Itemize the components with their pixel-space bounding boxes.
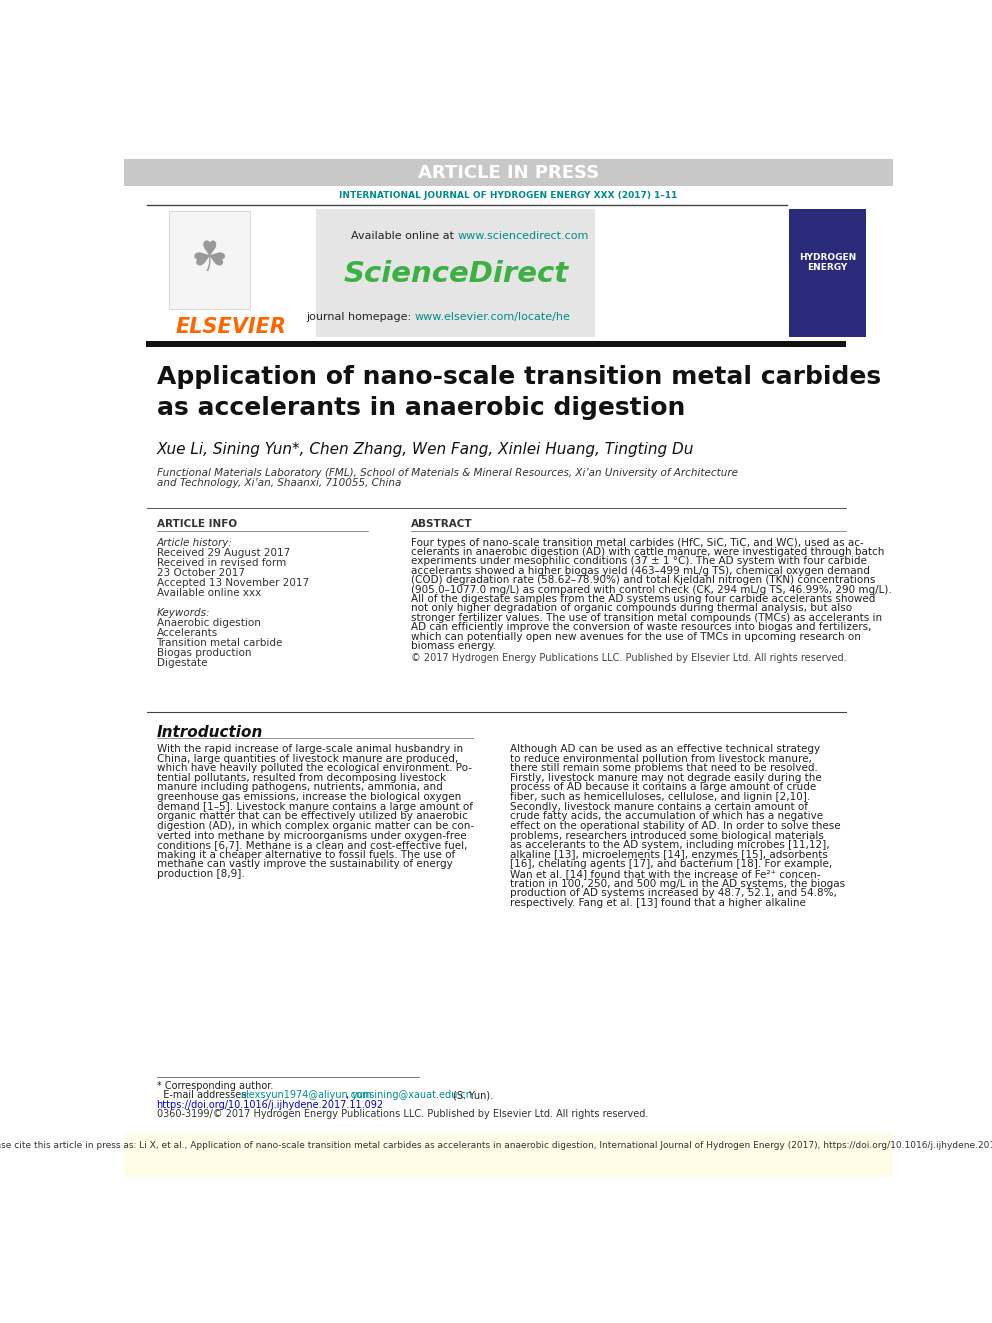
Text: Received 29 August 2017: Received 29 August 2017 bbox=[157, 548, 290, 557]
Text: ☘: ☘ bbox=[190, 238, 228, 280]
Text: Biogas production: Biogas production bbox=[157, 648, 251, 659]
Text: Functional Materials Laboratory (FML), School of Materials & Mineral Resources, : Functional Materials Laboratory (FML), S… bbox=[157, 468, 737, 479]
Text: Digestate: Digestate bbox=[157, 659, 207, 668]
Text: HYDROGEN
ENERGY: HYDROGEN ENERGY bbox=[800, 253, 856, 273]
Text: effect on the operational stability of AD. In order to solve these: effect on the operational stability of A… bbox=[510, 822, 840, 831]
Text: (905.0–1077.0 mg/L) as compared with control check (CK, 294 mL/g TS, 46.99%, 290: (905.0–1077.0 mg/L) as compared with con… bbox=[411, 585, 892, 594]
Text: Transition metal carbide: Transition metal carbide bbox=[157, 639, 283, 648]
Text: yunsining@xauat.edu.cn: yunsining@xauat.edu.cn bbox=[352, 1090, 473, 1101]
Text: Xue Li, Sining Yun*, Chen Zhang, Wen Fang, Xinlei Huang, Tingting Du: Xue Li, Sining Yun*, Chen Zhang, Wen Fan… bbox=[157, 442, 694, 458]
Text: Anaerobic digestion: Anaerobic digestion bbox=[157, 618, 261, 628]
Text: tential pollutants, resulted from decomposing livestock: tential pollutants, resulted from decomp… bbox=[157, 773, 445, 783]
Text: ABSTRACT: ABSTRACT bbox=[411, 519, 472, 529]
Text: conditions [6,7]. Methane is a clean and cost-effective fuel,: conditions [6,7]. Methane is a clean and… bbox=[157, 840, 467, 851]
Text: alkaline [13], microelements [14], enzymes [15], adsorbents: alkaline [13], microelements [14], enzym… bbox=[510, 849, 828, 860]
Text: Firstly, livestock manure may not degrade easily during the: Firstly, livestock manure may not degrad… bbox=[510, 773, 821, 783]
Text: problems, researchers introduced some biological materials: problems, researchers introduced some bi… bbox=[510, 831, 823, 840]
Text: 0360-3199/© 2017 Hydrogen Energy Publications LLC. Published by Elsevier Ltd. Al: 0360-3199/© 2017 Hydrogen Energy Publica… bbox=[157, 1109, 648, 1119]
Text: as accelerants to the AD system, including microbes [11,12],: as accelerants to the AD system, includi… bbox=[510, 840, 829, 851]
Text: Introduction: Introduction bbox=[157, 725, 263, 740]
Text: there still remain some problems that need to be resolved.: there still remain some problems that ne… bbox=[510, 763, 817, 773]
Text: greenhouse gas emissions, increase the biological oxygen: greenhouse gas emissions, increase the b… bbox=[157, 792, 461, 802]
Text: crude fatty acids, the accumulation of which has a negative: crude fatty acids, the accumulation of w… bbox=[510, 811, 823, 822]
Text: and Technology, Xi’an, Shaanxi, 710055, China: and Technology, Xi’an, Shaanxi, 710055, … bbox=[157, 479, 401, 488]
Text: www.sciencedirect.com: www.sciencedirect.com bbox=[457, 230, 588, 241]
Text: Please cite this article in press as: Li X, et al., Application of nano-scale tr: Please cite this article in press as: Li… bbox=[0, 1142, 992, 1151]
Text: digestion (AD), in which complex organic matter can be con-: digestion (AD), in which complex organic… bbox=[157, 822, 473, 831]
Text: Available online xxx: Available online xxx bbox=[157, 587, 261, 598]
Text: Although AD can be used as an effective technical strategy: Although AD can be used as an effective … bbox=[510, 744, 820, 754]
Text: demand [1–5]. Livestock manure contains a large amount of: demand [1–5]. Livestock manure contains … bbox=[157, 802, 472, 812]
Text: * Corresponding author.: * Corresponding author. bbox=[157, 1081, 273, 1091]
Text: All of the digestate samples from the AD systems using four carbide accelerants : All of the digestate samples from the AD… bbox=[411, 594, 875, 605]
Text: manure including pathogens, nutrients, ammonia, and: manure including pathogens, nutrients, a… bbox=[157, 782, 442, 792]
Text: as accelerants in anaerobic digestion: as accelerants in anaerobic digestion bbox=[157, 396, 684, 419]
Text: verted into methane by microorganisms under oxygen-free: verted into methane by microorganisms un… bbox=[157, 831, 466, 840]
Text: Available online at: Available online at bbox=[351, 230, 457, 241]
Text: Accepted 13 November 2017: Accepted 13 November 2017 bbox=[157, 578, 309, 587]
Text: methane can vastly improve the sustainability of energy: methane can vastly improve the sustainab… bbox=[157, 860, 452, 869]
Text: respectively. Fang et al. [13] found that a higher alkaline: respectively. Fang et al. [13] found tha… bbox=[510, 898, 806, 908]
Text: Keywords:: Keywords: bbox=[157, 609, 210, 618]
Text: production [8,9].: production [8,9]. bbox=[157, 869, 244, 878]
Text: Wan et al. [14] found that with the increase of Fe²⁺ concen-: Wan et al. [14] found that with the incr… bbox=[510, 869, 820, 878]
Text: organic matter that can be effectively utilized by anaerobic: organic matter that can be effectively u… bbox=[157, 811, 467, 822]
Text: Four types of nano-scale transition metal carbides (HfC, SiC, TiC, and WC), used: Four types of nano-scale transition meta… bbox=[411, 537, 863, 548]
Text: ARTICLE IN PRESS: ARTICLE IN PRESS bbox=[418, 164, 599, 181]
Bar bbox=[146, 341, 846, 347]
Text: which can potentially open new avenues for the use of TMCs in upcoming research : which can potentially open new avenues f… bbox=[411, 631, 861, 642]
Text: (S. Yun).: (S. Yun). bbox=[452, 1090, 493, 1101]
Bar bbox=[169, 212, 250, 308]
Text: E-mail addresses:: E-mail addresses: bbox=[157, 1090, 252, 1101]
Text: AD can efficiently improve the conversion of waste resources into biogas and fer: AD can efficiently improve the conversio… bbox=[411, 622, 871, 632]
Text: Application of nano-scale transition metal carbides: Application of nano-scale transition met… bbox=[157, 365, 881, 389]
Text: not only higher degradation of organic compounds during thermal analysis, but al: not only higher degradation of organic c… bbox=[411, 603, 852, 614]
Text: www.elsevier.com/locate/he: www.elsevier.com/locate/he bbox=[415, 312, 570, 321]
Text: making it a cheaper alternative to fossil fuels. The use of: making it a cheaper alternative to fossi… bbox=[157, 849, 454, 860]
Text: Secondly, livestock manure contains a certain amount of: Secondly, livestock manure contains a ce… bbox=[510, 802, 807, 812]
Text: to reduce environmental pollution from livestock manure,: to reduce environmental pollution from l… bbox=[510, 754, 811, 763]
Bar bbox=[124, 159, 893, 187]
Text: [16], chelating agents [17], and bacterium [18]. For example,: [16], chelating agents [17], and bacteri… bbox=[510, 860, 832, 869]
Text: which have heavily polluted the ecological environment. Po-: which have heavily polluted the ecologic… bbox=[157, 763, 471, 773]
Text: ELSEVIER: ELSEVIER bbox=[176, 316, 287, 336]
Text: process of AD because it contains a large amount of crude: process of AD because it contains a larg… bbox=[510, 782, 816, 792]
Text: ARTICLE INFO: ARTICLE INFO bbox=[157, 519, 237, 529]
Text: 23 October 2017: 23 October 2017 bbox=[157, 568, 245, 578]
Text: Accelerants: Accelerants bbox=[157, 628, 218, 639]
Text: (COD) degradation rate (58.62–78.90%) and total Kjeldahl nitrogen (TKN) concentr: (COD) degradation rate (58.62–78.90%) an… bbox=[411, 576, 875, 585]
Text: celerants in anaerobic digestion (AD) with cattle manure, were investigated thro: celerants in anaerobic digestion (AD) wi… bbox=[411, 546, 884, 557]
Text: Received in revised form: Received in revised form bbox=[157, 557, 286, 568]
Text: alexsyun1974@aliyun.com: alexsyun1974@aliyun.com bbox=[240, 1090, 372, 1101]
Bar bbox=[789, 209, 866, 337]
Text: journal homepage:: journal homepage: bbox=[306, 312, 415, 321]
Text: biomass energy.: biomass energy. bbox=[411, 640, 496, 651]
Text: experiments under mesophilic conditions (37 ± 1 °C). The AD system with four car: experiments under mesophilic conditions … bbox=[411, 557, 867, 566]
Text: © 2017 Hydrogen Energy Publications LLC. Published by Elsevier Ltd. All rights r: © 2017 Hydrogen Energy Publications LLC.… bbox=[411, 652, 846, 663]
Text: ,: , bbox=[345, 1090, 349, 1101]
Text: INTERNATIONAL JOURNAL OF HYDROGEN ENERGY XXX (2017) 1–11: INTERNATIONAL JOURNAL OF HYDROGEN ENERGY… bbox=[339, 192, 678, 200]
Bar bbox=[316, 209, 595, 337]
Text: tration in 100, 250, and 500 mg/L in the AD systems, the biogas: tration in 100, 250, and 500 mg/L in the… bbox=[510, 878, 845, 889]
Text: accelerants showed a higher biogas yield (463–499 mL/g TS), chemical oxygen dema: accelerants showed a higher biogas yield… bbox=[411, 566, 870, 576]
Text: With the rapid increase of large-scale animal husbandry in: With the rapid increase of large-scale a… bbox=[157, 744, 462, 754]
Text: Article history:: Article history: bbox=[157, 537, 232, 548]
Text: production of AD systems increased by 48.7, 52.1, and 54.8%,: production of AD systems increased by 48… bbox=[510, 888, 837, 898]
Text: China, large quantities of livestock manure are produced,: China, large quantities of livestock man… bbox=[157, 754, 457, 763]
Text: stronger fertilizer values. The use of transition metal compounds (TMCs) as acce: stronger fertilizer values. The use of t… bbox=[411, 613, 882, 623]
Text: https://doi.org/10.1016/j.ijhydene.2017.11.092: https://doi.org/10.1016/j.ijhydene.2017.… bbox=[157, 1099, 384, 1110]
Text: fiber, such as hemicelluloses, cellulose, and lignin [2,10].: fiber, such as hemicelluloses, cellulose… bbox=[510, 792, 810, 802]
Text: ScienceDirect: ScienceDirect bbox=[343, 261, 568, 288]
Bar bbox=[124, 1132, 893, 1177]
